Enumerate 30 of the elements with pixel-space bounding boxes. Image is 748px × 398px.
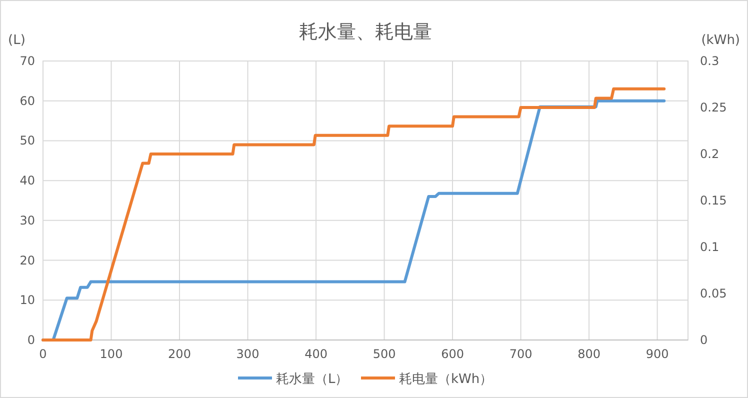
y2-tick-label: 0.2 bbox=[700, 147, 720, 161]
x-tick-label: 0 bbox=[39, 347, 47, 361]
y2-tick-label: 0.1 bbox=[700, 240, 720, 254]
y2-tick-label: 0.3 bbox=[700, 54, 720, 68]
y2-tick-label: 0.25 bbox=[700, 100, 727, 114]
x-tick-label: 100 bbox=[100, 347, 123, 361]
y2-tick-label: 0.15 bbox=[700, 194, 727, 208]
y-tick-label: 60 bbox=[20, 94, 35, 108]
y-tick-label: 40 bbox=[20, 174, 35, 188]
y2-tick-label: 0.05 bbox=[700, 286, 727, 300]
x-tick-label: 200 bbox=[168, 347, 191, 361]
x-tick-label: 600 bbox=[441, 347, 464, 361]
x-tick-label: 800 bbox=[578, 347, 600, 361]
y-tick-label: 10 bbox=[20, 293, 35, 308]
x-tick-label: 900 bbox=[646, 347, 669, 361]
y-tick-label: 20 bbox=[20, 253, 35, 268]
x-tick-label: 500 bbox=[372, 347, 396, 361]
y-tick-label: 30 bbox=[20, 213, 35, 228]
y-tick-label: 50 bbox=[20, 134, 35, 148]
x-tick-label: 400 bbox=[304, 347, 328, 361]
legend-label: 耗电量（kWh） bbox=[399, 372, 493, 387]
y-tick-label: 0 bbox=[27, 333, 35, 347]
legend-label: 耗水量（L） bbox=[276, 372, 348, 387]
x-tick-label: 700 bbox=[509, 347, 532, 361]
chart-title: 耗水量、耗电量 bbox=[299, 21, 432, 43]
y-tick-label: 70 bbox=[20, 54, 35, 68]
y2-axis-title: (kWh) bbox=[701, 33, 740, 48]
x-tick-label: 300 bbox=[236, 347, 260, 361]
y2-tick-label: 0 bbox=[700, 333, 708, 347]
y-axis-title: (L) bbox=[8, 33, 26, 48]
